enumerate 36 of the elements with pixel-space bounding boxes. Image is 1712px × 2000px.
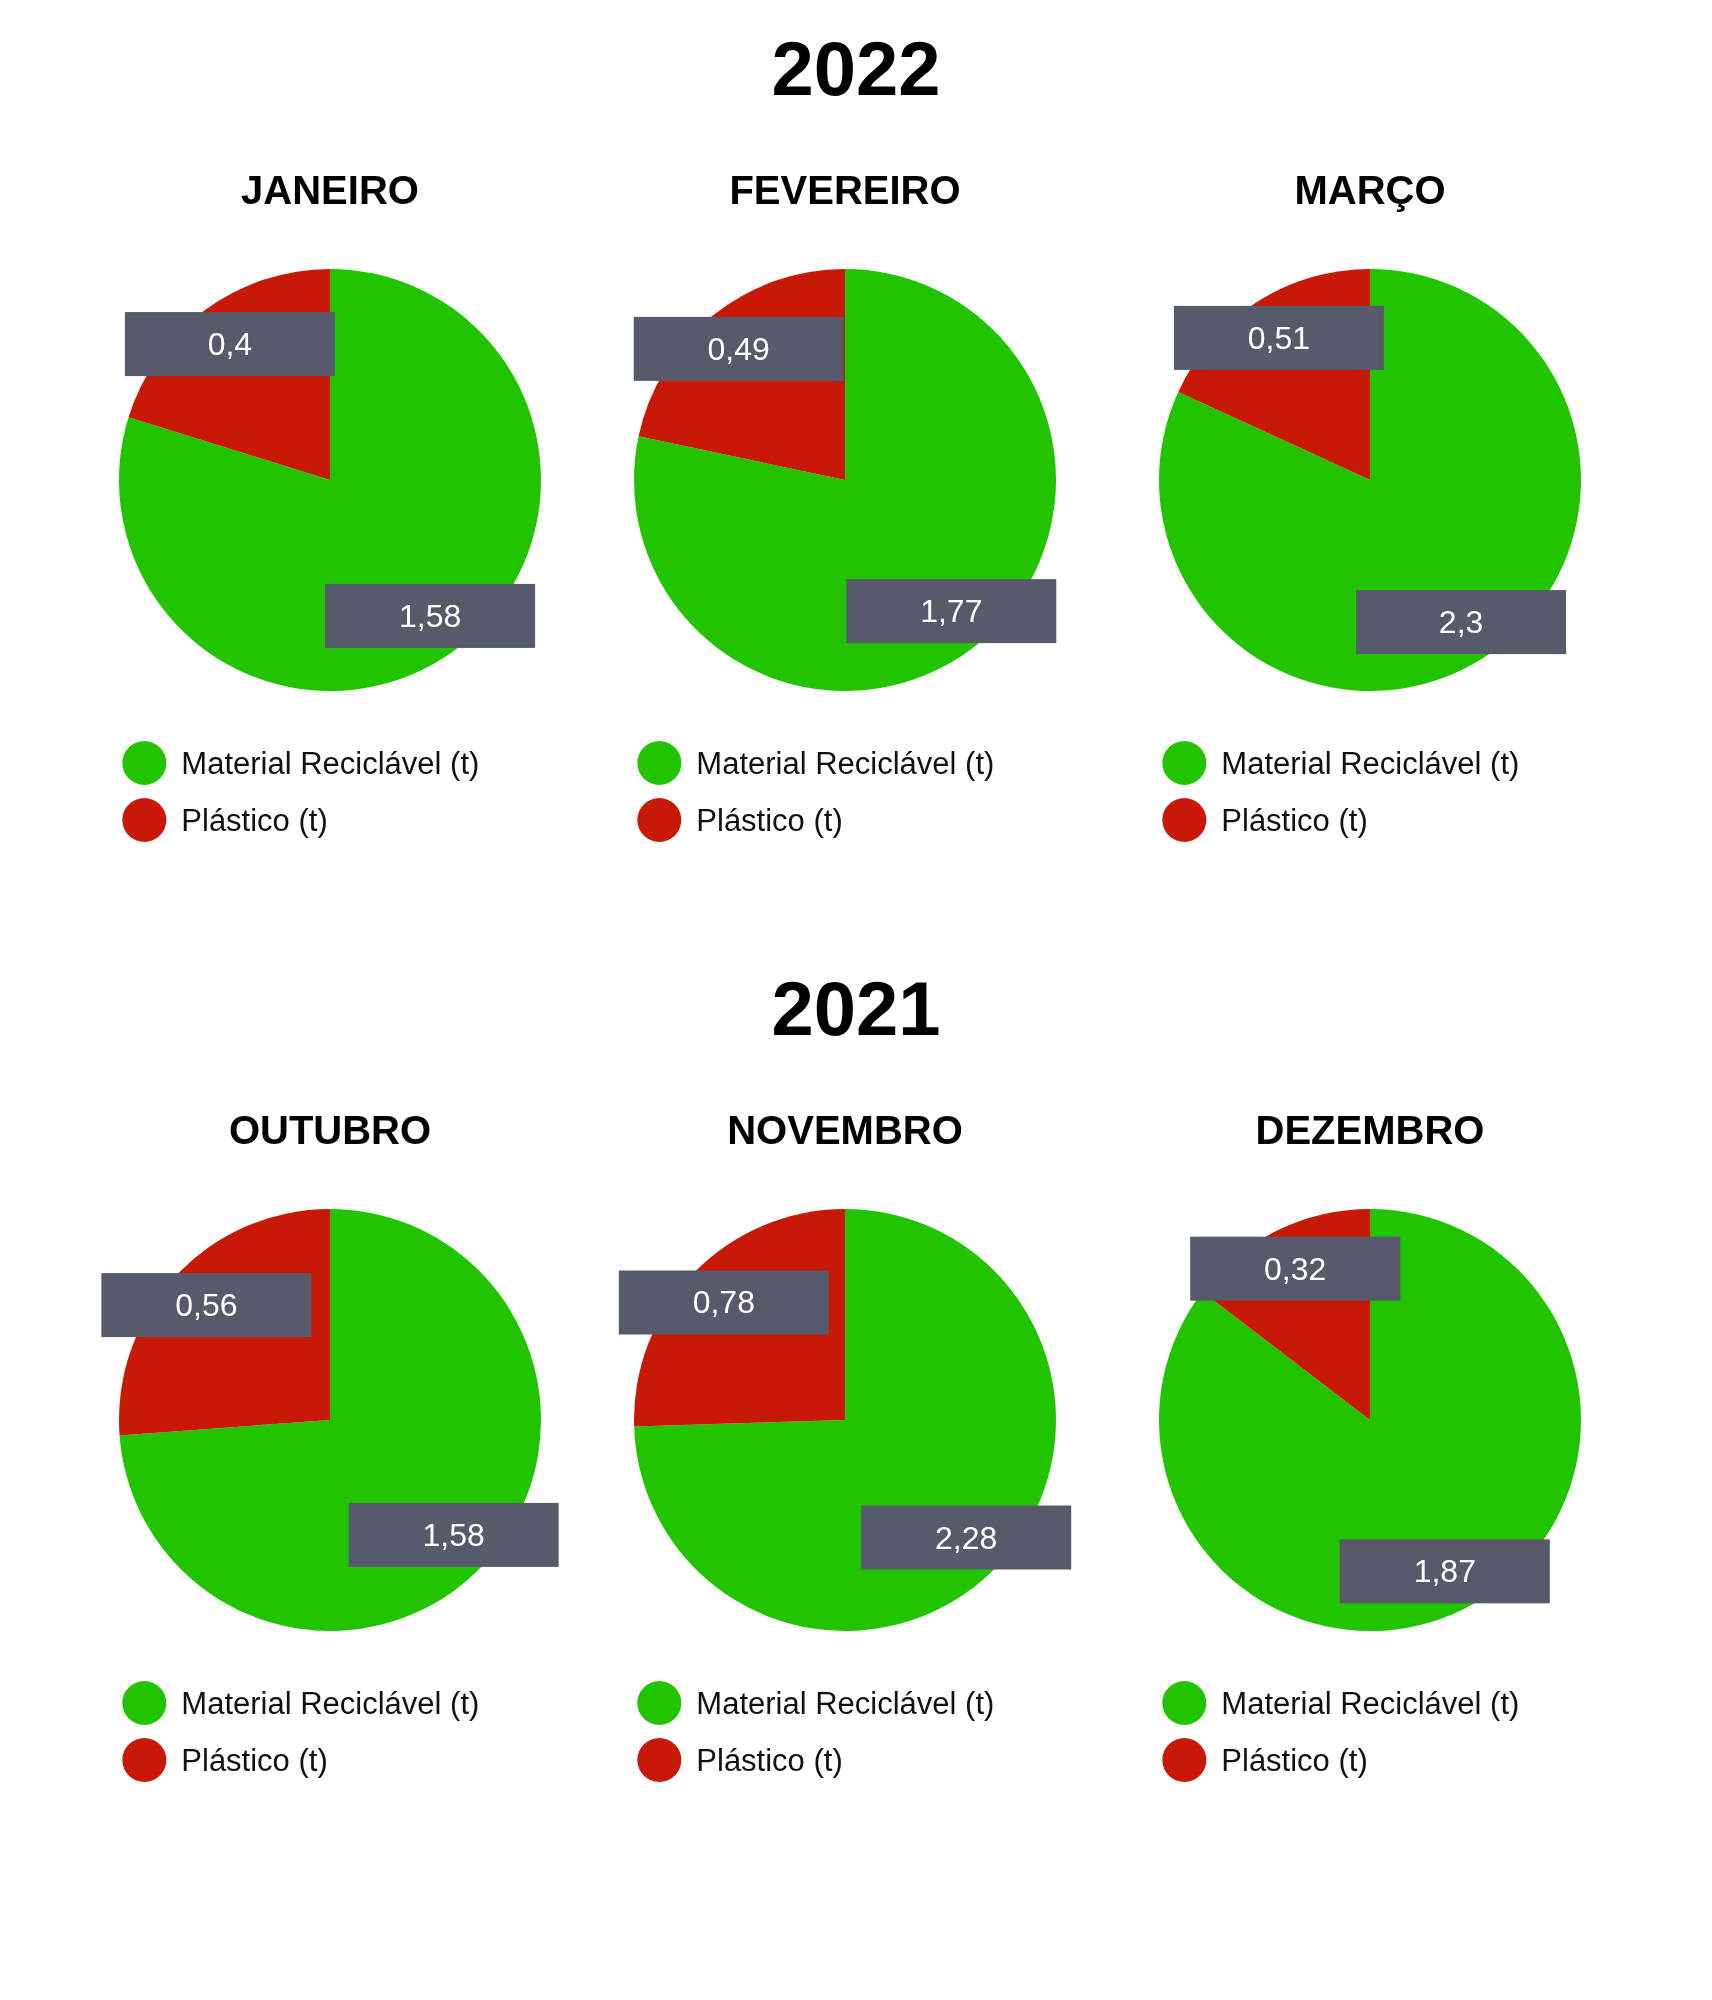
data-label: 0,4 [207,326,253,363]
pie-slice [634,1209,1056,1631]
text: 2022 [771,25,941,111]
chart-title: JANEIRO [241,168,419,212]
legend-label: Plástico (t) [1221,802,1368,838]
legend-label: Plástico (t) [1221,1742,1368,1778]
data-label: 0,56 [175,1287,238,1324]
chart-title: MARÇO [1294,168,1446,212]
data-label: 0,78 [692,1284,755,1321]
chart-title: NOVEMBRO [727,1108,963,1152]
legend-label: Plástico (t) [181,802,328,838]
data-label: 2,28 [935,1519,998,1556]
chart-title: FEVEREIRO [729,168,961,212]
chart-title: OUTUBRO [228,1108,432,1152]
legend-label: Material Reciclável (t) [181,745,480,781]
legend-label: Material Reciclável (t) [181,1685,480,1721]
legend-label: Plástico (t) [696,802,843,838]
chart-title: DEZEMBRO [1255,1108,1485,1152]
data-label: 0,49 [707,330,770,367]
data-label: 1,58 [422,1516,485,1553]
legend-label: Material Reciclável (t) [696,1685,995,1721]
data-label: 1,58 [398,597,462,634]
data-label: 0,51 [1247,319,1311,356]
pie-slice [119,1209,541,1631]
pie-slice [634,269,1056,691]
legend-label: Material Reciclável (t) [696,745,995,781]
pie-slice [119,269,541,691]
data-label: 2,3 [1438,604,1484,641]
data-label: 0,32 [1264,1250,1327,1287]
text: 2021 [771,965,941,1051]
legend-label: Material Reciclável (t) [1221,745,1520,781]
legend-label: Plástico (t) [696,1742,843,1778]
legend-label: Material Reciclável (t) [1221,1685,1520,1721]
legend-label: Plástico (t) [181,1742,328,1778]
data-label: 1,77 [920,593,983,630]
data-label: 1,87 [1413,1553,1476,1590]
